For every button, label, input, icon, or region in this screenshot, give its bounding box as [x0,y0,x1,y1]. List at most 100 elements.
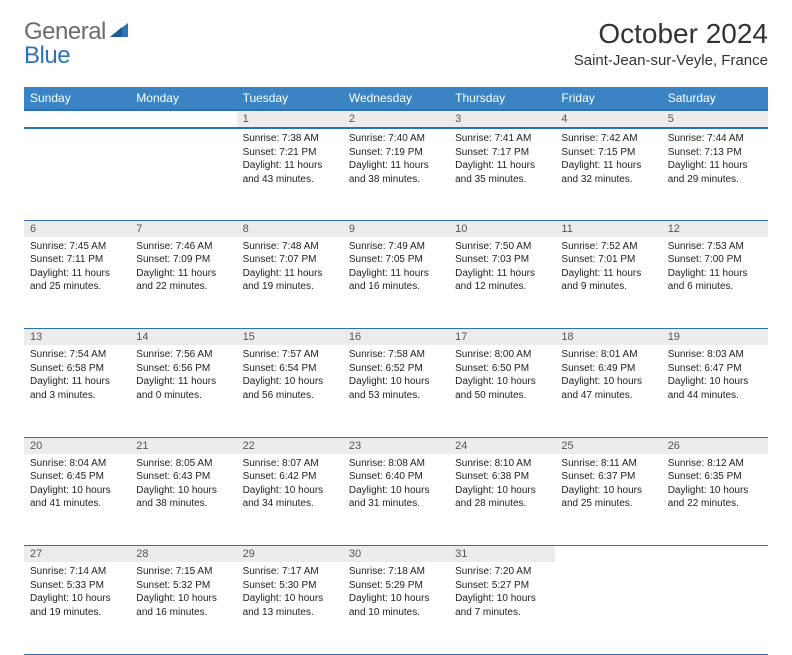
sunrise-text: Sunrise: 8:08 AM [349,457,443,471]
day-header: Sunday [24,87,130,110]
daylight-text: Daylight: 10 hours and 50 minutes. [455,375,549,402]
day-cell: Sunrise: 8:10 AMSunset: 6:38 PMDaylight:… [449,454,555,546]
sunrise-text: Sunrise: 8:01 AM [561,348,655,362]
sunset-text: Sunset: 6:47 PM [668,362,762,376]
sunrise-text: Sunrise: 7:42 AM [561,132,655,146]
daylight-text: Daylight: 10 hours and 28 minutes. [455,484,549,511]
sunrise-text: Sunrise: 7:56 AM [136,348,230,362]
day-number: 31 [449,546,555,562]
day-number: 26 [662,438,768,454]
sunrise-text: Sunrise: 7:46 AM [136,240,230,254]
day-number: 1 [237,111,343,127]
day-cell: Sunrise: 8:11 AMSunset: 6:37 PMDaylight:… [555,454,661,546]
sunset-text: Sunset: 7:11 PM [30,253,124,267]
day-cell: Sunrise: 7:41 AMSunset: 7:17 PMDaylight:… [449,128,555,220]
sunset-text: Sunset: 5:27 PM [455,579,549,593]
day-details: Sunrise: 7:45 AMSunset: 7:11 PMDaylight:… [24,237,130,300]
day-details: Sunrise: 7:49 AMSunset: 7:05 PMDaylight:… [343,237,449,300]
daylight-text: Daylight: 10 hours and 31 minutes. [349,484,443,511]
day-cell: Sunrise: 7:52 AMSunset: 7:01 PMDaylight:… [555,237,661,329]
daylight-text: Daylight: 11 hours and 0 minutes. [136,375,230,402]
daylight-text: Daylight: 11 hours and 16 minutes. [349,267,443,294]
day-number: 12 [662,221,768,237]
day-details: Sunrise: 7:20 AMSunset: 5:27 PMDaylight:… [449,562,555,625]
daylight-text: Daylight: 11 hours and 32 minutes. [561,159,655,186]
day-number [662,546,768,550]
sunrise-text: Sunrise: 7:41 AM [455,132,549,146]
sunset-text: Sunset: 6:58 PM [30,362,124,376]
week-body-row: Sunrise: 7:14 AMSunset: 5:33 PMDaylight:… [24,562,768,654]
day-number: 10 [449,221,555,237]
sunset-text: Sunset: 7:01 PM [561,253,655,267]
daylight-text: Daylight: 10 hours and 34 minutes. [243,484,337,511]
day-details: Sunrise: 8:10 AMSunset: 6:38 PMDaylight:… [449,454,555,517]
day-cell: Sunrise: 7:38 AMSunset: 7:21 PMDaylight:… [237,128,343,220]
day-cell: Sunrise: 8:05 AMSunset: 6:43 PMDaylight:… [130,454,236,546]
day-number: 4 [555,111,661,127]
title-block: October 2024 Saint-Jean-sur-Veyle, Franc… [574,18,768,69]
sunset-text: Sunset: 5:33 PM [30,579,124,593]
day-details: Sunrise: 7:57 AMSunset: 6:54 PMDaylight:… [237,345,343,408]
day-details: Sunrise: 8:11 AMSunset: 6:37 PMDaylight:… [555,454,661,517]
day-number: 17 [449,329,555,345]
day-number: 9 [343,221,449,237]
daylight-text: Daylight: 10 hours and 53 minutes. [349,375,443,402]
sunrise-text: Sunrise: 7:14 AM [30,565,124,579]
sunset-text: Sunset: 7:07 PM [243,253,337,267]
day-header: Saturday [662,87,768,110]
day-cell: Sunrise: 7:46 AMSunset: 7:09 PMDaylight:… [130,237,236,329]
day-number [24,111,130,115]
sunrise-text: Sunrise: 7:52 AM [561,240,655,254]
daylight-text: Daylight: 10 hours and 19 minutes. [30,592,124,619]
day-cell [24,128,130,220]
day-cell: Sunrise: 7:49 AMSunset: 7:05 PMDaylight:… [343,237,449,329]
sunset-text: Sunset: 6:52 PM [349,362,443,376]
sunrise-text: Sunrise: 7:38 AM [243,132,337,146]
location-label: Saint-Jean-sur-Veyle, France [574,52,768,69]
page-header: General October 2024 Saint-Jean-sur-Veyl… [24,18,768,69]
day-details: Sunrise: 8:08 AMSunset: 6:40 PMDaylight:… [343,454,449,517]
day-number: 25 [555,438,661,454]
day-cell: Sunrise: 7:40 AMSunset: 7:19 PMDaylight:… [343,128,449,220]
day-header: Tuesday [237,87,343,110]
day-cell: Sunrise: 7:45 AMSunset: 7:11 PMDaylight:… [24,237,130,329]
sunset-text: Sunset: 6:40 PM [349,470,443,484]
day-details: Sunrise: 7:40 AMSunset: 7:19 PMDaylight:… [343,129,449,192]
sunrise-text: Sunrise: 7:49 AM [349,240,443,254]
day-number: 7 [130,221,236,237]
week-number-row: 6789101112 [24,220,768,237]
day-details: Sunrise: 8:05 AMSunset: 6:43 PMDaylight:… [130,454,236,517]
daylight-text: Daylight: 11 hours and 29 minutes. [668,159,762,186]
sunset-text: Sunset: 5:32 PM [136,579,230,593]
sunrise-text: Sunrise: 7:40 AM [349,132,443,146]
sunrise-text: Sunrise: 7:50 AM [455,240,549,254]
day-number: 18 [555,329,661,345]
daylight-text: Daylight: 10 hours and 7 minutes. [455,592,549,619]
day-details: Sunrise: 8:07 AMSunset: 6:42 PMDaylight:… [237,454,343,517]
sunrise-text: Sunrise: 7:54 AM [30,348,124,362]
day-number: 6 [24,221,130,237]
day-cell: Sunrise: 7:42 AMSunset: 7:15 PMDaylight:… [555,128,661,220]
sunset-text: Sunset: 7:13 PM [668,146,762,160]
day-cell: Sunrise: 7:50 AMSunset: 7:03 PMDaylight:… [449,237,555,329]
day-number: 19 [662,329,768,345]
day-number: 29 [237,546,343,562]
sail-icon [108,21,130,44]
calendar-table: Sunday Monday Tuesday Wednesday Thursday… [24,87,768,655]
day-details: Sunrise: 8:03 AMSunset: 6:47 PMDaylight:… [662,345,768,408]
sunrise-text: Sunrise: 7:20 AM [455,565,549,579]
day-header: Monday [130,87,236,110]
sunset-text: Sunset: 7:00 PM [668,253,762,267]
day-cell: Sunrise: 7:53 AMSunset: 7:00 PMDaylight:… [662,237,768,329]
day-number: 3 [449,111,555,127]
sunset-text: Sunset: 6:45 PM [30,470,124,484]
daylight-text: Daylight: 11 hours and 25 minutes. [30,267,124,294]
day-cell: Sunrise: 8:04 AMSunset: 6:45 PMDaylight:… [24,454,130,546]
brand-name-b: Blue [24,42,70,69]
day-details: Sunrise: 7:56 AMSunset: 6:56 PMDaylight:… [130,345,236,408]
daylight-text: Daylight: 10 hours and 41 minutes. [30,484,124,511]
week-body-row: Sunrise: 7:45 AMSunset: 7:11 PMDaylight:… [24,237,768,329]
daylight-text: Daylight: 10 hours and 22 minutes. [668,484,762,511]
day-details: Sunrise: 7:50 AMSunset: 7:03 PMDaylight:… [449,237,555,300]
sunset-text: Sunset: 7:09 PM [136,253,230,267]
